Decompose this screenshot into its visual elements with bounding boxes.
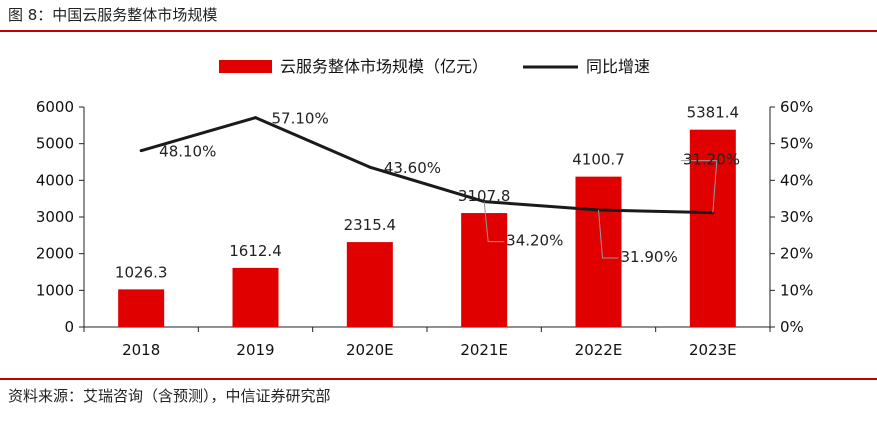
line-value-label: 57.10%: [272, 110, 329, 128]
bar-series: [118, 129, 736, 327]
x-tick-label: 2018: [122, 341, 160, 359]
bar-value-label: 1612.4: [229, 242, 282, 260]
axes: 0 1000 2000 3000 4000 5000 6000 0% 10% 20% 30% 40% 5…: [36, 98, 814, 359]
bar-value-label: 1026.3: [115, 263, 168, 281]
right-tick-label: 30%: [780, 208, 813, 226]
legend-label-line: 同比增速: [586, 57, 650, 76]
leader-line: [598, 209, 619, 259]
bar: [689, 129, 736, 327]
line-value-label: 31.20%: [683, 151, 740, 169]
left-tick-label: 4000: [36, 171, 74, 189]
top-rule: [0, 30, 877, 32]
legend: 云服务整体市场规模（亿元） 同比增速: [219, 57, 650, 76]
left-tick-label: 5000: [36, 135, 74, 153]
right-tick-label: 60%: [780, 98, 813, 116]
growth-line: [140, 116, 713, 215]
bar-value-label: 3107.8: [458, 187, 511, 205]
bottom-rule: [0, 378, 877, 380]
left-tick-label: 6000: [36, 98, 74, 116]
figure-title: 图 8：中国云服务整体市场规模: [8, 6, 218, 24]
source-note: 资料来源：艾瑞咨询（含预测），中信证券研究部: [8, 387, 331, 405]
x-tick-label: 2019: [236, 341, 274, 359]
bar-value-label: 4100.7: [572, 151, 625, 169]
left-tick-label: 1000: [36, 281, 74, 299]
bar-value-label: 2315.4: [344, 216, 397, 234]
bar: [346, 242, 393, 327]
right-tick-label: 20%: [780, 245, 813, 263]
leader-line: [483, 201, 505, 243]
leader-line: [680, 160, 718, 213]
legend-swatch-bar: [219, 60, 272, 73]
x-tick-label: 2022E: [575, 341, 623, 359]
line-point: [368, 165, 372, 169]
bar: [118, 289, 165, 327]
left-tick-label: 2000: [36, 245, 74, 263]
right-tick-label: 0%: [780, 318, 804, 336]
left-tick-label: 0: [64, 318, 74, 336]
bar: [461, 213, 508, 327]
line-value-label: 31.90%: [621, 248, 678, 266]
line-point: [254, 116, 257, 120]
x-tick-label: 2020E: [346, 341, 394, 359]
legend-label-bar: 云服务整体市场规模（亿元）: [280, 57, 488, 76]
right-tick-label: 50%: [780, 135, 813, 153]
data-labels: 1026.3 1612.4 2315.4 3107.8 4100.7 5381.4 48.1…: [115, 104, 740, 282]
left-tick-label: 3000: [36, 208, 74, 226]
bar: [575, 176, 622, 327]
line-value-label: 48.10%: [159, 143, 216, 161]
line-value-label: 34.20%: [506, 232, 563, 250]
line-value-label: 43.60%: [384, 159, 441, 177]
x-tick-label: 2021E: [460, 341, 508, 359]
x-tick-label: 2023E: [689, 341, 737, 359]
bar-value-label: 5381.4: [687, 104, 740, 122]
right-tick-label: 10%: [780, 281, 813, 299]
right-tick-label: 40%: [780, 171, 813, 189]
combo-chart: 云服务整体市场规模（亿元） 同比增速 0 1000 2000 3000 4000 5000 6…: [36, 57, 814, 359]
line-point: [139, 149, 143, 153]
bar: [232, 267, 279, 327]
